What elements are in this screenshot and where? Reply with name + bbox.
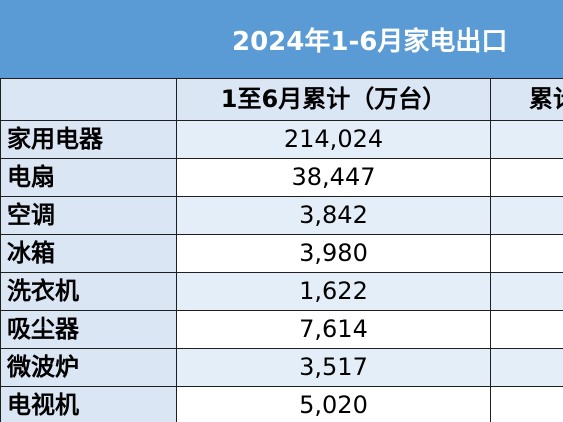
row-value-cell[interactable]: 5,020 xyxy=(176,386,491,422)
row-next-cell[interactable] xyxy=(490,196,563,235)
row-name-cell[interactable]: 微波炉 xyxy=(0,348,177,387)
table-title: 2024年1-6月家电出口 xyxy=(232,27,508,57)
table-row: 电视机 5,020 xyxy=(0,386,563,422)
table-row: 家用电器 214,024 xyxy=(0,120,563,159)
table-row: 电扇 38,447 xyxy=(0,158,563,197)
row-next-cell[interactable] xyxy=(490,310,563,349)
row-name-cell[interactable]: 吸尘器 xyxy=(0,310,177,349)
row-name-cell[interactable]: 洗衣机 xyxy=(0,272,177,311)
row-next-cell[interactable] xyxy=(490,272,563,311)
header-cell-name[interactable] xyxy=(0,78,177,121)
row-value-cell[interactable]: 3,980 xyxy=(176,234,491,273)
row-value-cell[interactable]: 38,447 xyxy=(176,158,491,197)
row-value-cell[interactable]: 3,842 xyxy=(176,196,491,235)
table-row: 冰箱 3,980 xyxy=(0,234,563,273)
header-row: 1至6月累计（万台） 累计 xyxy=(0,78,563,121)
row-value-cell[interactable]: 1,622 xyxy=(176,272,491,311)
header-cell-next[interactable]: 累计 xyxy=(490,78,563,121)
title-band: 2024年1-6月家电出口 xyxy=(0,0,563,78)
table-row: 吸尘器 7,614 xyxy=(0,310,563,349)
export-table: 1至6月累计（万台） 累计 家用电器 214,024 电扇 38,447 空调 … xyxy=(0,78,563,422)
row-next-cell[interactable] xyxy=(490,120,563,159)
table-row: 洗衣机 1,622 xyxy=(0,272,563,311)
row-name-cell[interactable]: 冰箱 xyxy=(0,234,177,273)
row-value-cell[interactable]: 7,614 xyxy=(176,310,491,349)
row-name-cell[interactable]: 家用电器 xyxy=(0,120,177,159)
row-next-cell[interactable] xyxy=(490,234,563,273)
table-row: 空调 3,842 xyxy=(0,196,563,235)
row-name-cell[interactable]: 电扇 xyxy=(0,158,177,197)
row-name-cell[interactable]: 电视机 xyxy=(0,386,177,422)
row-next-cell[interactable] xyxy=(490,348,563,387)
row-name-cell[interactable]: 空调 xyxy=(0,196,177,235)
row-value-cell[interactable]: 3,517 xyxy=(176,348,491,387)
header-cell-cumulative[interactable]: 1至6月累计（万台） xyxy=(176,78,491,121)
row-next-cell[interactable] xyxy=(490,386,563,422)
row-next-cell[interactable] xyxy=(490,158,563,197)
row-value-cell[interactable]: 214,024 xyxy=(176,120,491,159)
table-row: 微波炉 3,517 xyxy=(0,348,563,387)
